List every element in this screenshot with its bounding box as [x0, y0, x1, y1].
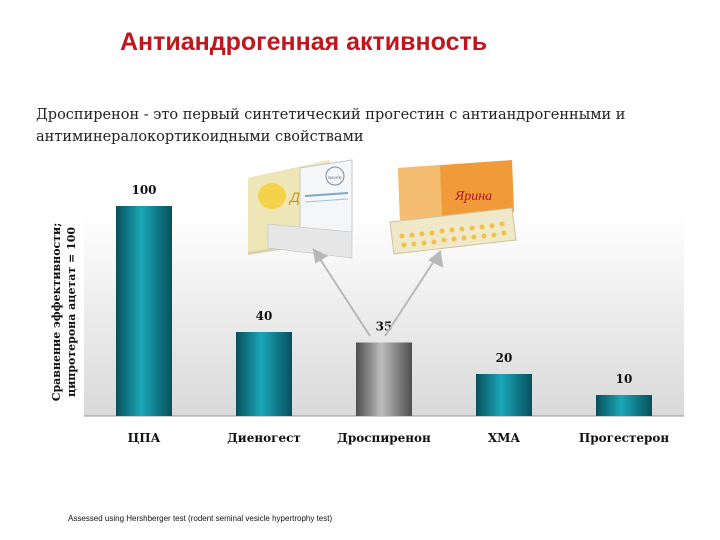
x-tick-label-2: Диеногест [227, 431, 301, 445]
y-axis-label-line-2: ципротерона ацетат = 100 [65, 227, 78, 397]
data-label-4: 20 [496, 351, 513, 365]
x-tick-label-5: Прогестерон [579, 431, 669, 445]
footnote: Assessed using Hershberger test (rodent … [68, 514, 333, 523]
data-label-2: 40 [256, 309, 273, 323]
data-label-3: 35 [376, 320, 393, 334]
y-axis-label-line-1: Сравнение эффективности; [50, 223, 63, 402]
bar-3 [356, 342, 412, 416]
page-title: Антиандрогенная активность [120, 28, 488, 56]
page-subtitle: Дроспиренон - это первый синтетический п… [36, 107, 626, 145]
arrows-to-products [312, 248, 444, 337]
data-label-5: 10 [616, 372, 633, 386]
yarina-package-image: Ярина [389, 160, 517, 255]
bar-1 [116, 206, 172, 416]
bar-5 [596, 395, 652, 416]
bar-2 [236, 332, 292, 416]
x-tick-label-3: Дроспиренон [337, 431, 431, 445]
jess-package-image: Джес BAYER [248, 159, 353, 259]
x-tick-label-1: ЦПА [128, 431, 161, 445]
bayer-maker-label: BAYER [328, 175, 341, 180]
bar-4 [476, 374, 532, 416]
data-label-1: 100 [131, 183, 156, 197]
x-tick-label-4: ХМА [488, 431, 521, 445]
yarina-brand-label: Ярина [454, 189, 492, 204]
